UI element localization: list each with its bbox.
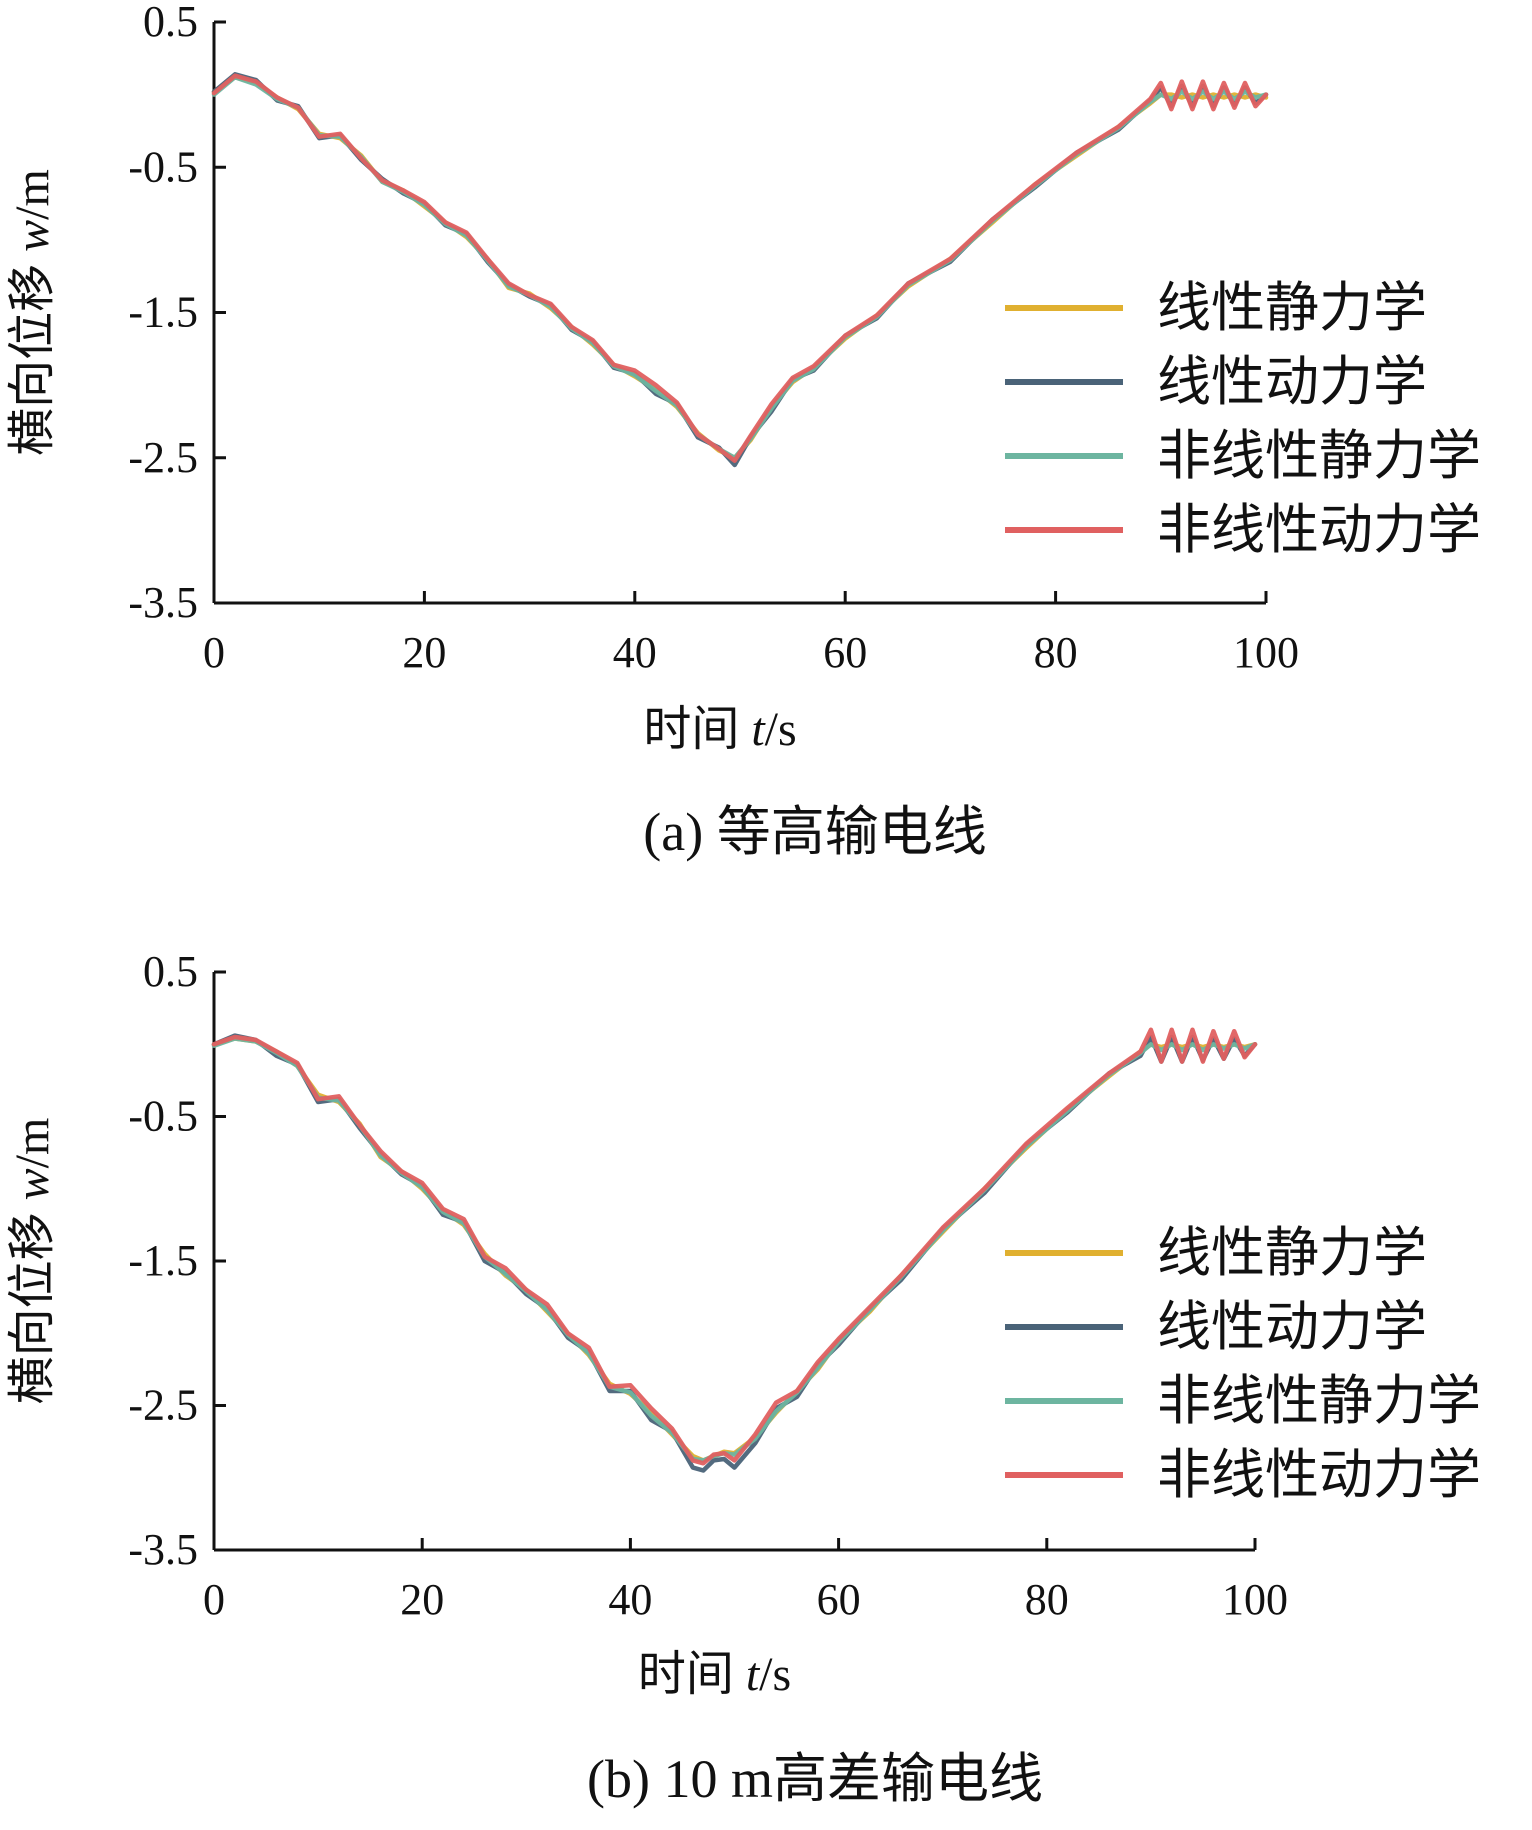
- x-tick-label: 100: [1233, 628, 1299, 677]
- y-tick-label: 0.5: [143, 0, 198, 46]
- legend-label: 线性动力学: [1157, 1297, 1427, 1357]
- x-tick-label: 100: [1222, 1575, 1288, 1624]
- figure-caption: (a) 等高输电线: [643, 802, 986, 862]
- x-tick-label: 0: [203, 628, 225, 677]
- y-tick-label: -3.5: [128, 578, 198, 627]
- y-tick-label: -1.5: [128, 1236, 198, 1285]
- series-line-4: [211, 73, 1269, 463]
- x-tick-label: 20: [400, 1575, 444, 1624]
- x-tick-label: 80: [1034, 628, 1078, 677]
- series-line-3: [211, 1036, 1258, 1463]
- x-tick-label: 60: [817, 1575, 861, 1624]
- y-axis-label: 横向位移 w/m: [6, 169, 59, 456]
- series-line-4: [211, 1027, 1258, 1466]
- y-tick-label: -2.5: [128, 433, 198, 482]
- legend-label: 非线性动力学: [1157, 1445, 1481, 1505]
- y-tick-label: -1.5: [128, 288, 198, 337]
- chart-panel-b: 0.5 -0.5 -1.5 -2.5 -3.50 20 40 60 80 100 时间 t/s 横向位…: [6, 947, 1481, 1809]
- legend-label: 非线性动力学: [1157, 500, 1481, 560]
- x-tick-label: 20: [402, 628, 446, 677]
- x-tick-label: 40: [608, 1575, 652, 1624]
- y-tick-label: -3.5: [128, 1525, 198, 1574]
- legend-label: 线性静力学: [1157, 1223, 1427, 1283]
- x-tick-label: 0: [203, 1575, 225, 1624]
- x-tick-label: 40: [613, 628, 657, 677]
- y-tick-label: 0.5: [143, 947, 198, 996]
- y-tick-label: -0.5: [128, 1092, 198, 1141]
- legend-label: 非线性静力学: [1157, 1371, 1481, 1431]
- figure-caption: (b) 10 m高差输电线: [587, 1749, 1043, 1809]
- legend-label: 线性静力学: [1157, 278, 1427, 338]
- y-axis-label: 横向位移 w/m: [6, 1118, 59, 1405]
- x-axis-label: 时间 t/s: [643, 703, 796, 756]
- legend-label: 非线性静力学: [1157, 426, 1481, 486]
- x-axis-label: 时间 t/s: [638, 1648, 791, 1701]
- chart-panel-a: 0.5 -0.5 -1.5 -2.5 -3.50 20 40 60 80 100 时间 t/s 横向位…: [6, 0, 1481, 862]
- legend-label: 线性动力学: [1157, 352, 1427, 412]
- y-tick-label: -2.5: [128, 1381, 198, 1430]
- series-line-1: [211, 1036, 1258, 1463]
- x-tick-label: 60: [823, 628, 867, 677]
- x-tick-label: 80: [1025, 1575, 1069, 1624]
- y-tick-label: -0.5: [128, 142, 198, 191]
